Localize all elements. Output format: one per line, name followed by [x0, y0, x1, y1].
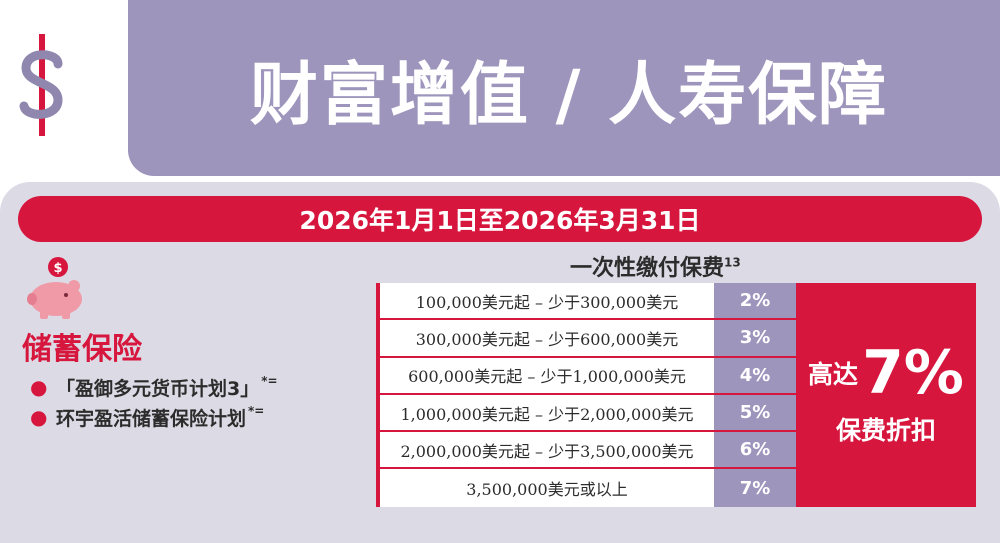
page-title: 财富增值 / 人寿保障: [249, 55, 889, 135]
table-row: 3,500,000美元或以上 7%: [380, 469, 796, 507]
bullet-icon: ●: [30, 405, 48, 429]
discount-label: 保费折扣: [835, 416, 936, 445]
premium-range: 100,000美元起 – 少于300,000美元: [415, 292, 679, 312]
list-item: ● 「盈御多元货币计划3」 *=: [30, 372, 278, 402]
premium-range: 2,000,000美元起 – 少于3,500,000美元: [400, 441, 694, 461]
dollar-sign-icon: [18, 34, 66, 136]
table-heading-text: 一次性缴付保费: [570, 256, 725, 281]
plan-note: *=: [261, 374, 278, 388]
discount-rate: 4%: [714, 357, 796, 393]
premium-range: 3,500,000美元或以上: [466, 480, 628, 500]
table-row: 100,000美元起 – 少于300,000美元 2%: [380, 283, 796, 321]
premium-range: 600,000美元起 – 少于1,000,000美元: [408, 367, 686, 387]
discount-rate: 3%: [714, 320, 796, 356]
premium-range: 300,000美元起 – 少于600,000美元: [415, 329, 679, 349]
date-range: 2026年1月1日至2026年3月31日: [299, 206, 701, 235]
table-row: 1,000,000美元起 – 少于2,000,000美元 5%: [380, 394, 796, 433]
discount-rate: 7%: [714, 469, 796, 507]
bullet-icon: ●: [30, 375, 48, 399]
savings-title: 储蓄保险: [22, 332, 142, 367]
discount-rate: 6%: [714, 432, 796, 468]
date-range-bar: 2026年1月1日至2026年3月31日: [18, 196, 982, 242]
table-row: 600,000美元起 – 少于1,000,000美元 4%: [380, 357, 796, 395]
rate-table: 100,000美元起 – 少于300,000美元 2% 300,000美元起 –…: [376, 283, 796, 507]
discount-rate: 2%: [714, 283, 796, 319]
plan-list: ● 「盈御多元货币计划3」 *= ● 环宇盈活储蓄保险计划 *=: [30, 372, 278, 432]
plan-name: 环宇盈活储蓄保险计划: [56, 407, 247, 430]
table-heading-note: 13: [724, 255, 741, 270]
max-discount-box: 高达 7% 保费折扣: [796, 283, 976, 507]
discount-rate: 5%: [714, 394, 796, 431]
list-item: ● 环宇盈活储蓄保险计划 *=: [30, 402, 278, 432]
svg-text:$: $: [53, 261, 62, 276]
table-row: 2,000,000美元起 – 少于3,500,000美元 6%: [380, 432, 796, 470]
plan-note: *=: [248, 404, 265, 418]
discount-value: 7%: [862, 338, 964, 408]
plan-name: 「盈御多元货币计划3」: [56, 377, 260, 400]
premium-range: 1,000,000美元起 – 少于2,000,000美元: [400, 404, 694, 424]
table-heading: 一次性缴付保费13: [570, 250, 741, 282]
discount-prefix: 高达: [808, 360, 859, 389]
discount-top: 高达 7%: [808, 343, 964, 403]
header-banner: 财富增值 / 人寿保障: [128, 0, 1000, 176]
table-row: 300,000美元起 – 少于600,000美元 3%: [380, 320, 796, 358]
piggy-bank-icon: $: [26, 255, 86, 321]
